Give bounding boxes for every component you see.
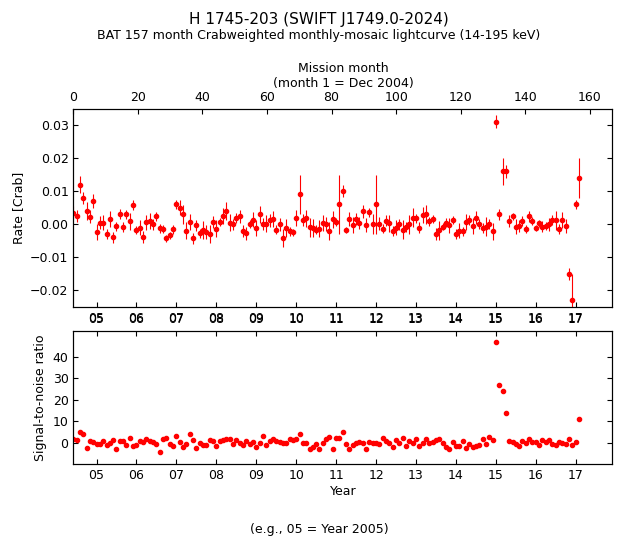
Y-axis label: Signal-to-noise ratio: Signal-to-noise ratio (34, 334, 47, 461)
Text: H 1745-203 (SWIFT J1749.0-2024): H 1745-203 (SWIFT J1749.0-2024) (189, 12, 449, 27)
Text: (e.g., 05 = Year 2005): (e.g., 05 = Year 2005) (249, 523, 389, 536)
X-axis label: Year: Year (330, 485, 356, 498)
Y-axis label: Rate [Crab]: Rate [Crab] (11, 172, 25, 244)
Text: BAT 157 month Crabweighted monthly-mosaic lightcurve (14-195 keV): BAT 157 month Crabweighted monthly-mosai… (98, 29, 540, 42)
X-axis label: Mission month
(month 1 = Dec 2004): Mission month (month 1 = Dec 2004) (272, 61, 413, 90)
